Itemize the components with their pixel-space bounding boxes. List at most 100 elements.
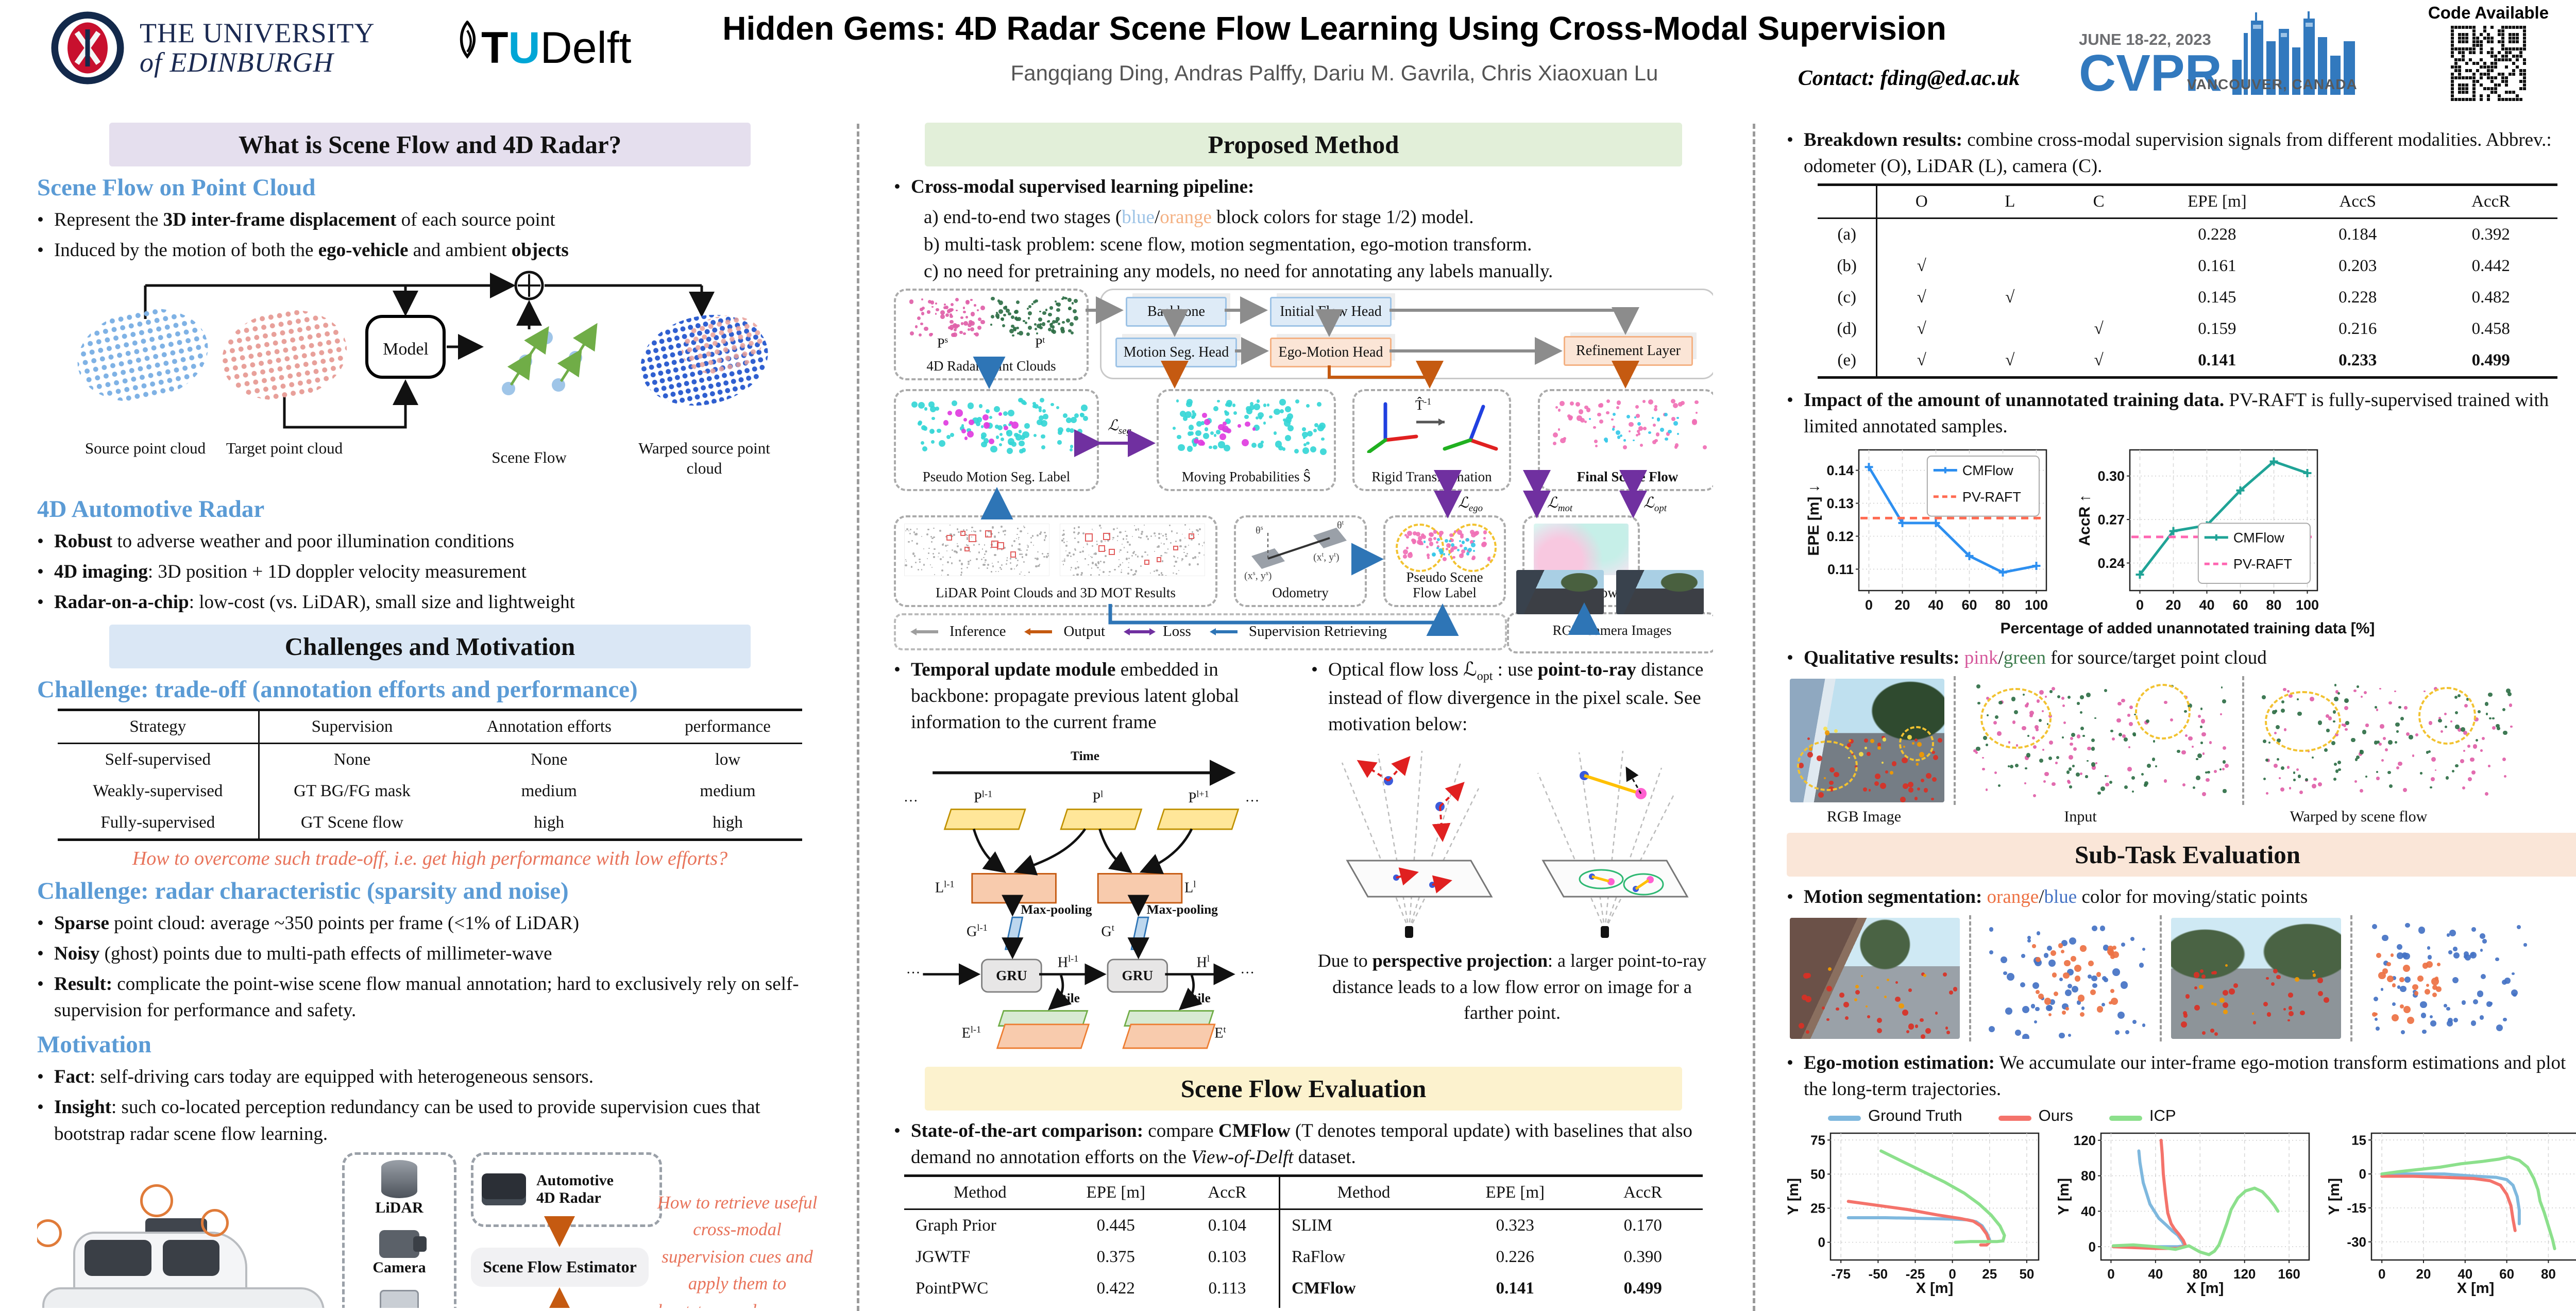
svg-text:160: 160 [2278,1266,2300,1282]
uoe-crest-icon [51,11,124,85]
point [2056,755,2060,759]
point [991,562,993,564]
temporal-module-diagram: Time ··· ··· Pl-1 Pl Pl+1 Ll-1 Ll Max-po… [894,745,1272,1064]
point [1930,797,1934,801]
point [1006,431,1009,434]
point [2344,698,2349,703]
column-header: AccS [2291,184,2425,220]
point [1024,423,1030,429]
point [992,565,994,567]
table-row: PointPWC 0.422 0.113 CMFlow 0.141 0.499 [904,1273,1703,1305]
point [1655,432,1660,436]
point [2042,748,2044,751]
point [1599,419,1603,424]
point [924,327,928,331]
point [2054,991,2059,996]
point [1040,531,1042,533]
table-cell: GT Scene flow [258,807,445,840]
point [2121,942,2125,947]
point [2211,971,2215,974]
point [2420,1001,2427,1008]
point [1577,415,1582,421]
point [1475,531,1479,535]
point [1459,553,1464,559]
point [2061,736,2064,739]
point [969,559,971,561]
point [1074,548,1076,550]
point [2127,766,2132,771]
point [2378,742,2382,746]
point [2481,973,2486,979]
point [1805,1030,1810,1034]
point [929,564,931,566]
point [1595,444,1598,447]
point [1018,548,1021,551]
point [1192,415,1195,419]
point [1022,401,1027,406]
point [1021,556,1024,558]
point [2199,984,2204,989]
point [1031,535,1034,537]
svg-text:80: 80 [2193,1266,2208,1282]
bullet: Optical flow loss ℒopt : use point-to-ra… [1311,657,1713,738]
point [1091,557,1093,558]
point [1165,552,1167,554]
moseg-points-1 [1980,918,2150,1039]
point [1176,573,1178,575]
table-cell: 0.422 [1096,1279,1135,1298]
point [935,407,939,411]
point [943,420,949,426]
point [2181,750,2186,755]
table-cell: (e) [1837,351,1856,370]
point [2376,741,2380,744]
point [2471,770,2476,775]
point [1052,320,1056,324]
point [980,320,985,325]
point [1459,544,1463,547]
point [1187,445,1193,452]
point [1019,574,1021,575]
point [1876,1028,1883,1034]
point [1073,575,1075,576]
point [2510,725,2513,728]
point [1045,556,1048,558]
point [2387,740,2393,745]
point [1188,545,1190,546]
column-header: O [1876,184,1966,220]
table-row: (b) √ 0.161 0.203 0.442 [1818,250,2557,282]
point [1144,560,1149,565]
table-cell: low [715,750,741,769]
point [1943,972,1947,977]
point [2071,985,2079,993]
sota-table-grid: Method EPE [m] AccR Method EPE [m] AccR Graph … [904,1174,1703,1308]
model-label: Model [383,340,429,359]
point [1210,431,1214,435]
point [2270,982,2275,986]
point [2261,695,2266,699]
point [1077,526,1080,529]
point [997,425,1003,431]
point [2116,718,2122,723]
table-cell: √ [2094,351,2104,370]
point [931,416,935,421]
motion-seg-head-block: Motion Seg. Head [1115,337,1237,367]
point [1433,536,1437,541]
point [2334,697,2338,701]
point [966,534,968,536]
bullet: Induced by the motion of both the ego-ve… [37,237,823,263]
point [1317,402,1321,407]
point [1175,560,1177,563]
point [2485,712,2488,715]
point [2051,686,2056,691]
point [1077,541,1079,544]
point [1000,568,1003,570]
svg-text:40: 40 [1928,597,1943,613]
point [2044,695,2047,698]
point [1198,551,1201,554]
point [1908,1023,1914,1030]
point [1063,560,1065,562]
point [2198,714,2201,718]
point [1090,556,1092,557]
qualitative-input [1965,679,2233,803]
